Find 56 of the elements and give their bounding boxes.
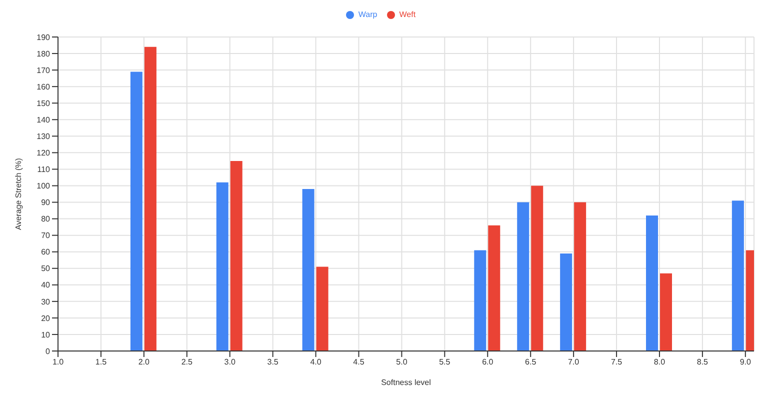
y-tick-label: 90 (41, 198, 51, 208)
y-tick-label: 170 (36, 66, 51, 75)
bar (517, 202, 530, 351)
bar (574, 202, 586, 351)
y-tick-label: 50 (41, 264, 51, 274)
legend-label: Weft (399, 10, 416, 19)
bar (660, 273, 672, 351)
y-axis-title: Average Stretch (%) (14, 158, 23, 230)
bar (474, 250, 486, 351)
y-tick-label: 20 (41, 314, 51, 323)
x-tick-label: 4.0 (310, 358, 322, 367)
x-tick-label: 7.0 (568, 358, 580, 367)
bar (216, 182, 228, 351)
y-tick-label: 110 (37, 165, 51, 174)
y-tick-label: 130 (36, 132, 51, 141)
y-tick-label: 70 (41, 231, 51, 240)
x-tick-label: 3.0 (224, 358, 236, 367)
bar (316, 266, 328, 351)
x-tick-label: 2.0 (138, 358, 150, 367)
x-tick-label: 7.5 (610, 358, 623, 367)
bar (144, 46, 156, 351)
x-tick-label: 8.5 (696, 358, 709, 367)
y-tick-label: 30 (41, 297, 51, 306)
legend-label: Warp (358, 10, 378, 19)
y-tick-label: 160 (36, 82, 51, 92)
y-tick-label: 10 (41, 330, 51, 340)
x-tick-label: 8.0 (654, 358, 666, 367)
bar (646, 215, 658, 351)
y-tick-label: 100 (36, 182, 51, 191)
x-tick-label: 1.5 (95, 358, 108, 367)
y-tick-label: 80 (41, 214, 51, 224)
bar (230, 160, 242, 351)
bar (560, 253, 572, 351)
x-tick-label: 9.0 (740, 358, 752, 367)
bar (488, 225, 500, 351)
bar (302, 189, 314, 351)
x-tick-label: 5.5 (439, 358, 451, 367)
y-tick-label: 190 (36, 32, 51, 42)
bar (732, 200, 744, 351)
y-tick-label: 140 (36, 115, 51, 124)
x-tick-label: 4.5 (353, 358, 365, 367)
y-tick-label: 180 (36, 49, 51, 58)
y-tick-label: 150 (36, 98, 51, 108)
x-tick-label: 2.5 (181, 358, 193, 367)
x-axis-title: Softness level (381, 378, 432, 387)
bar (130, 72, 142, 351)
x-tick-label: 3.5 (267, 358, 279, 367)
y-tick-label: 0 (46, 346, 51, 356)
y-tick-label: 120 (36, 148, 51, 158)
x-tick-label: 1.0 (52, 358, 64, 367)
bar (531, 186, 544, 351)
x-tick-label: 6.0 (482, 358, 494, 367)
x-tick-label: 5.0 (396, 358, 408, 367)
y-tick-label: 40 (41, 280, 51, 290)
x-tick-label: 6.5 (525, 358, 537, 367)
y-tick-label: 60 (41, 248, 51, 257)
